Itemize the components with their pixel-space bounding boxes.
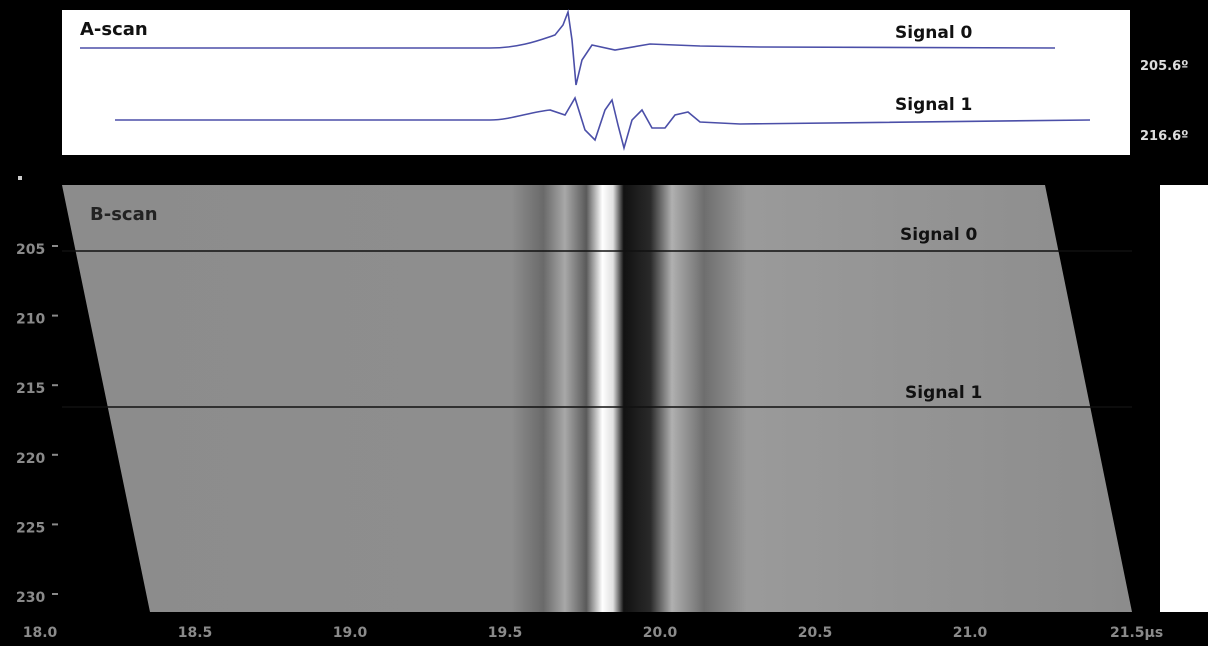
a-scan-panel	[62, 10, 1130, 155]
signal-position: 216.6º	[1140, 129, 1188, 144]
x-tick-label: 20.0	[643, 625, 678, 641]
axes: 18.0 18.5 19.0 19.5 20.0 20.5 21.0 21.5µs 205 210…	[16, 242, 1163, 641]
x-tick-label: 21.0	[953, 625, 988, 641]
y-tick-label: 220	[16, 451, 45, 467]
signal-1-waveform	[115, 96, 1091, 152]
x-tick-label: 20.5	[798, 625, 833, 641]
x-tick-label: 19.0	[333, 625, 368, 641]
y-tick-label: 205	[16, 242, 45, 258]
signal-label: Signal 0	[895, 23, 973, 43]
y-tick-label: 225	[16, 520, 45, 536]
x-tick-label: 21.5µs	[1110, 625, 1163, 641]
marker	[18, 176, 22, 180]
a-scan-title: A-scan	[80, 19, 148, 40]
signal-label: Signal 1	[905, 383, 982, 403]
signal-position: 205.6º	[1140, 59, 1188, 74]
signal-label: Signal 1	[895, 95, 972, 115]
b-scan-title: B-scan	[90, 204, 158, 225]
x-tick-label: 18.0	[23, 625, 58, 641]
signal-label: Signal 0	[900, 225, 978, 245]
y-tick-label: 230	[16, 590, 45, 606]
x-tick-label: 18.5	[178, 625, 213, 641]
x-tick-label: 19.5	[488, 625, 523, 641]
y-tick-label: 210	[16, 312, 45, 328]
signal-0-waveform	[80, 8, 1056, 86]
y-tick-label: 215	[16, 381, 45, 397]
side-panel	[1160, 185, 1208, 612]
b-scan-image	[62, 185, 1132, 612]
